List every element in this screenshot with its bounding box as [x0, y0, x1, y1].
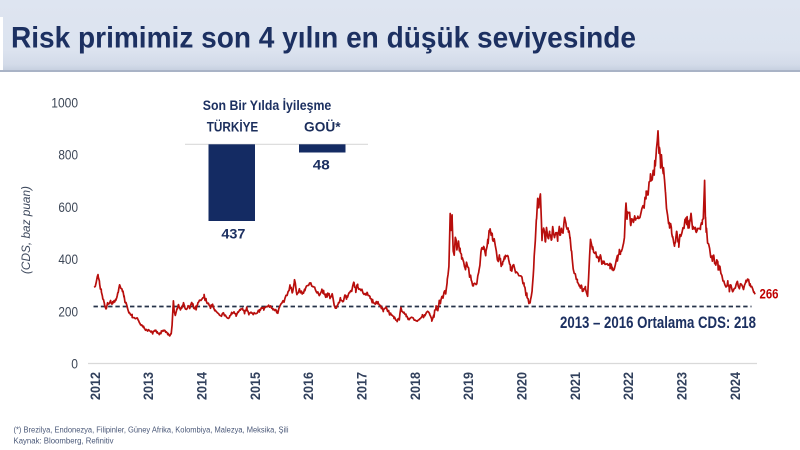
svg-text:2014: 2014 [195, 371, 210, 400]
svg-text:2019: 2019 [461, 372, 476, 400]
svg-text:2013: 2013 [141, 372, 156, 400]
svg-text:2020: 2020 [515, 372, 530, 400]
svg-text:2012: 2012 [88, 372, 103, 400]
svg-text:GOÜ*: GOÜ* [304, 120, 341, 135]
svg-text:2023: 2023 [675, 372, 690, 400]
svg-text:2024: 2024 [728, 371, 743, 400]
svg-text:400: 400 [58, 252, 78, 267]
svg-text:200: 200 [58, 304, 78, 319]
svg-text:48: 48 [313, 157, 330, 173]
svg-text:2016: 2016 [301, 372, 316, 400]
svg-text:600: 600 [58, 200, 78, 215]
svg-text:2013 – 2016 Ortalama CDS: 218: 2013 – 2016 Ortalama CDS: 218 [560, 314, 756, 332]
svg-text:2021: 2021 [568, 371, 583, 400]
svg-text:2022: 2022 [621, 372, 636, 400]
svg-text:TÜRKİYE: TÜRKİYE [207, 120, 259, 135]
svg-text:2015: 2015 [248, 371, 263, 400]
svg-text:2018: 2018 [408, 371, 423, 400]
svg-text:(CDS, baz puan): (CDS, baz puan) [21, 186, 33, 274]
svg-text:800: 800 [58, 148, 78, 163]
svg-text:437: 437 [221, 226, 245, 242]
svg-text:266: 266 [760, 286, 779, 302]
svg-text:Risk primimiz son 4 yılın en d: Risk primimiz son 4 yılın en düşük seviy… [11, 22, 636, 55]
svg-text:(*) Brezilya, Endonezya, Filip: (*) Brezilya, Endonezya, Filipinler, Gün… [14, 426, 289, 435]
svg-text:Kaynak: Bloomberg, Refinitiv: Kaynak: Bloomberg, Refinitiv [14, 437, 114, 446]
svg-text:2017: 2017 [355, 372, 370, 400]
svg-text:Son Bir Yılda İyileşme: Son Bir Yılda İyileşme [203, 98, 332, 113]
svg-text:1000: 1000 [51, 96, 78, 111]
svg-text:0: 0 [71, 357, 78, 372]
